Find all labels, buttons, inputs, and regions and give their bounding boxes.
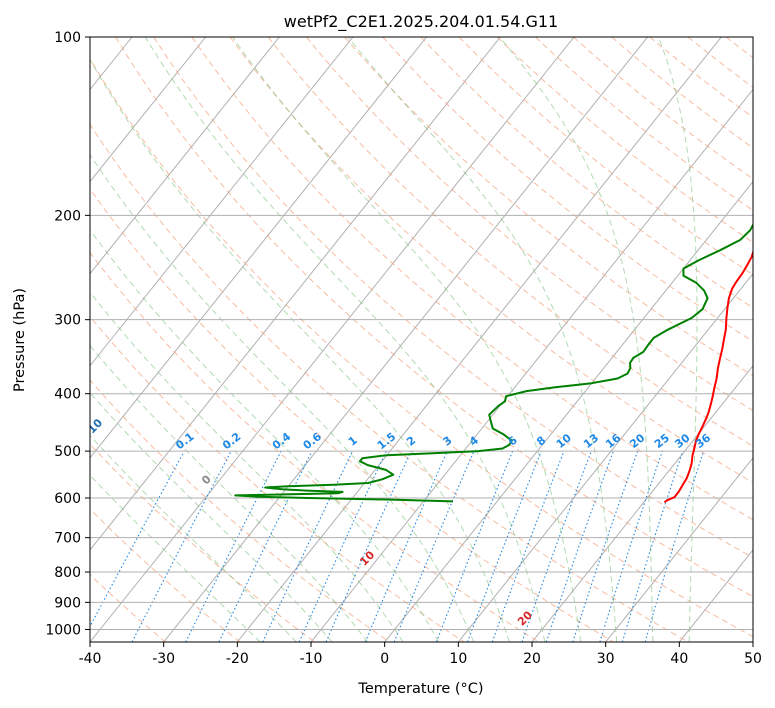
- mixing-ratio-line: [621, 450, 684, 642]
- plot-area: [90, 37, 753, 642]
- mixing-ratio-line: [599, 450, 663, 642]
- mixing-ratio-line: [393, 450, 475, 642]
- moist-adiabat-line: [658, 37, 698, 642]
- isotherm-line: [310, 88, 753, 642]
- isotherm-line: [90, 37, 501, 551]
- moist-adiabat-line: [90, 474, 261, 642]
- isotherm-line: [90, 37, 354, 367]
- y-tick-label: 800: [54, 565, 81, 581]
- dry-adiabat-line: [267, 37, 753, 447]
- y-tick-label: 1000: [45, 622, 81, 638]
- isotherm-line: [90, 37, 280, 275]
- moist-adiabat-line: [90, 153, 475, 642]
- moist-adiabat-line: [144, 37, 546, 642]
- dry-adiabat-line: [153, 37, 753, 559]
- moist-adiabat-line: [90, 58, 510, 642]
- dry-adiabat-line: [420, 37, 753, 309]
- dry-adiabat-line: [90, 508, 241, 642]
- y-tick-label: 500: [54, 444, 81, 460]
- dry-adiabat-line: [306, 37, 753, 412]
- x-tick-label: 0: [380, 651, 389, 667]
- dry-adiabat-line: [90, 379, 390, 642]
- moist-adiabat-line: [499, 37, 654, 642]
- mixing-ratio-line: [572, 450, 639, 642]
- mixing-ratio-line: [435, 450, 514, 642]
- dry-adiabat-line: [90, 57, 753, 638]
- y-tick-label: 600: [54, 491, 81, 507]
- moist-adiabat-line: [90, 229, 439, 642]
- x-tick-label: -20: [226, 651, 249, 667]
- y-tick-label: 400: [54, 387, 81, 403]
- x-tick-label: 20: [523, 651, 541, 667]
- mixing-ratio-line: [491, 450, 565, 642]
- mixing-ratio-line: [466, 450, 542, 642]
- x-axis-title: Temperature (°C): [357, 681, 483, 697]
- dry-adiabat-line: [496, 37, 753, 243]
- y-tick-label: 200: [54, 208, 81, 224]
- isotherm-line: [90, 37, 207, 183]
- plot-frame: [89, 36, 754, 643]
- x-tick-label: 50: [744, 651, 762, 667]
- temperature-profile-line: [663, 249, 753, 504]
- x-tick-label: -10: [300, 651, 323, 667]
- dry-adiabat-line: [115, 37, 753, 598]
- dry-adiabat-line: [90, 188, 614, 642]
- mixing-ratio-line: [521, 450, 592, 642]
- y-axis-title: Pressure (hPa): [12, 288, 28, 392]
- x-tick-label: 40: [670, 651, 688, 667]
- mixing-ratio-line: [364, 450, 448, 642]
- dry-adiabat-line: [90, 251, 540, 642]
- x-tick-label: -30: [152, 651, 175, 667]
- x-tick-label: -40: [79, 651, 102, 667]
- mixing-ratio-line: [545, 450, 614, 642]
- axes: -40 -30 -20 -10 0 10 20 30 40 50 100 200 300 400 500 60…: [45, 30, 762, 667]
- chart-title: wetPf2_C2E1.2025.204.01.54.G11: [284, 12, 558, 32]
- isotherm-line: [531, 364, 753, 642]
- dry-adiabat-line: [535, 37, 753, 211]
- isotherm-line: [90, 37, 575, 642]
- dewpoint-profile-line: [234, 222, 753, 503]
- moist-adiabat-line: [232, 37, 582, 642]
- y-tick-label: 700: [54, 531, 81, 547]
- dry-adiabat-line: [90, 123, 689, 642]
- isotherm-line: [384, 180, 753, 642]
- x-tick-label: 30: [597, 651, 615, 667]
- dry-adiabat-line: [382, 37, 753, 342]
- dry-adiabat-line: [90, 315, 465, 642]
- dry-adiabat-line: [611, 37, 753, 149]
- moist-adiabat-line: [90, 344, 369, 642]
- moist-adiabat-line: [90, 434, 297, 642]
- y-tick-label: 300: [54, 313, 81, 329]
- mixing-ratio-line: [90, 450, 185, 628]
- isotherm-line: [236, 37, 722, 642]
- isotherm-line: [457, 272, 753, 642]
- mixing-ratio-line: [325, 450, 412, 642]
- isotherm-line: [163, 37, 649, 642]
- isotherm-line: [605, 457, 753, 642]
- y-tick-label: 900: [54, 595, 81, 611]
- mixing-ratio-line: [644, 450, 705, 642]
- x-tick-label: 10: [449, 651, 467, 667]
- isotherm-line: [90, 37, 428, 459]
- y-tick-label: 100: [54, 30, 81, 46]
- dry-adiabat-line: [229, 37, 753, 484]
